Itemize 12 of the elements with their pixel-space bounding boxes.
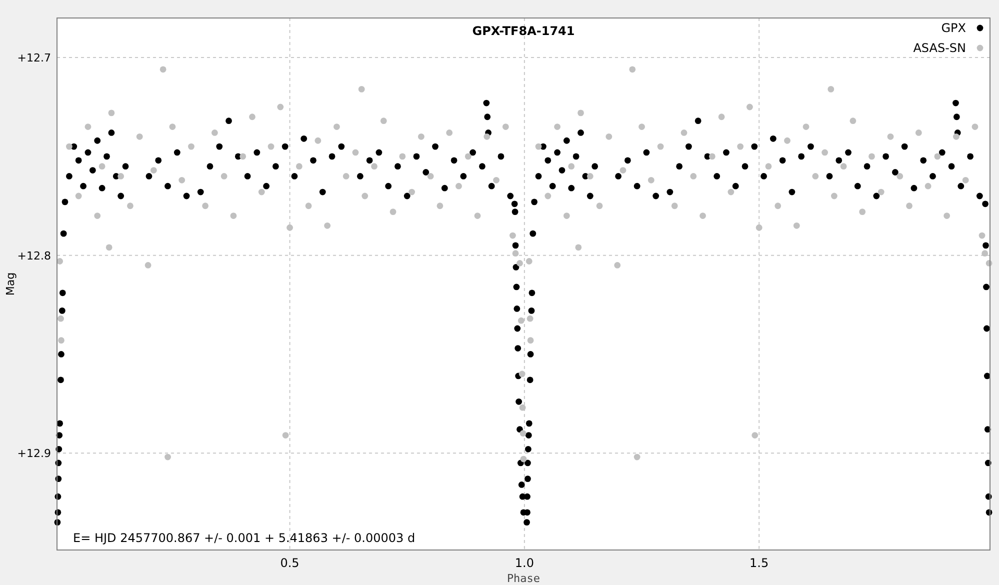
y-tick-label: +12.8 — [17, 249, 51, 262]
annotation: E= HJD 2457700.867 +/- 0.001 + 5.41863 +/- 0.00003 d — [73, 531, 416, 545]
x-tick-label: 1.0 — [514, 556, 534, 570]
legend-label: GPX — [941, 21, 966, 35]
x-tick-label: 1.5 — [750, 556, 769, 570]
y-tick-label: +12.9 — [17, 447, 51, 460]
text: GPX-TF8A-1741 — [472, 24, 575, 38]
legend-label: ASAS-SN — [913, 41, 966, 55]
x-tick-label: 0.5 — [280, 556, 300, 570]
x-axis-title: Phase — [506, 572, 540, 585]
y-axis-title: Mag — [4, 272, 17, 296]
y-tick-label: +12.7 — [17, 52, 51, 65]
